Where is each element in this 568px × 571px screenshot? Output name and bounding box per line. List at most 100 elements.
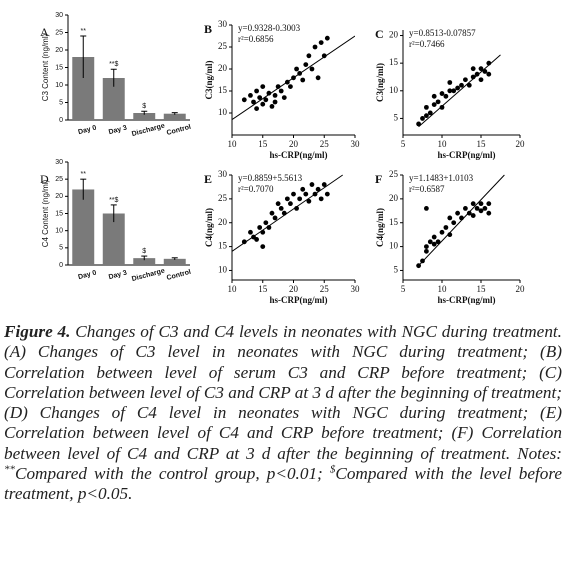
point	[260, 229, 266, 235]
annotation: **	[81, 28, 87, 35]
y-tick-label: 25	[218, 193, 228, 203]
point	[291, 191, 296, 197]
x-tick-label: Day 3	[108, 270, 128, 282]
point	[321, 53, 327, 59]
point	[427, 110, 433, 116]
y-tick-label: 20	[389, 193, 399, 203]
annotation: y=1.1483+1.0103	[409, 173, 474, 183]
x-tick-label: 30	[351, 139, 361, 149]
point	[439, 104, 445, 110]
point	[482, 206, 488, 211]
point	[257, 95, 263, 100]
bar	[72, 189, 95, 265]
x-tick-label: 15	[258, 284, 268, 294]
point	[324, 35, 330, 41]
point	[297, 71, 303, 76]
figure: 0 5 10 15 20 25 30 C3 Content (ng/ml)A ** Day 0 **…	[40, 12, 525, 305]
x-axis-label: hs-CRP(ng/ml)	[438, 295, 496, 305]
y-tick-label: 10	[389, 241, 399, 251]
point	[431, 241, 437, 247]
point	[254, 237, 259, 242]
point	[486, 60, 492, 66]
y-axis-label: C4(ng/ml)	[204, 208, 214, 247]
x-axis-label: hs-CRP(ng/ml)	[270, 295, 328, 305]
bar	[102, 78, 125, 120]
x-tick-label: 20	[289, 284, 299, 294]
point	[455, 85, 460, 91]
point	[416, 121, 421, 127]
y-tick-label: 0	[59, 117, 63, 124]
point	[291, 75, 296, 81]
point	[466, 210, 472, 216]
annotation: r²=0.6587	[409, 184, 445, 194]
point	[284, 196, 290, 202]
y-tick-label: 5	[394, 112, 399, 122]
y-tick-label: 30	[218, 169, 228, 179]
y-axis-label: C3(ng/ml)	[375, 63, 385, 102]
y-tick-label: 20	[218, 217, 228, 227]
x-tick-label: Day 0	[77, 270, 97, 282]
caption-mark: $	[329, 463, 336, 476]
point	[263, 220, 269, 226]
x-tick-label: Control	[166, 124, 192, 137]
point	[269, 104, 275, 109]
y-tick-label: 15	[55, 210, 63, 217]
x-tick-label: 25	[320, 284, 330, 294]
point	[439, 229, 445, 235]
annotation: r²=0.7070	[238, 184, 274, 194]
point	[324, 191, 330, 197]
y-axis-label: C3(ng/ml)	[204, 61, 214, 100]
point	[303, 62, 309, 67]
point	[269, 210, 275, 216]
point	[424, 248, 429, 254]
y-tick-label: 10	[55, 82, 63, 89]
x-tick-label: 10	[438, 139, 448, 149]
point	[278, 88, 284, 94]
caption: Figure 4. Changes of C3 and C4 levels in…	[4, 322, 562, 505]
point	[447, 232, 453, 238]
panel-label: C	[375, 27, 384, 41]
y-tick-label: 0	[59, 262, 63, 269]
point	[297, 196, 303, 202]
trend-line	[232, 174, 343, 252]
x-tick-label: 5	[401, 139, 406, 149]
point	[272, 93, 278, 98]
point	[288, 84, 293, 89]
x-tick-label: Discharge	[131, 268, 166, 284]
point	[482, 69, 488, 74]
y-tick-label: 15	[55, 64, 63, 71]
annotation: **$	[109, 197, 118, 204]
point	[284, 79, 290, 85]
point	[318, 40, 324, 45]
point	[272, 99, 278, 105]
point	[281, 95, 287, 100]
annotation: $	[142, 248, 146, 255]
y-tick-label: 30	[55, 159, 63, 166]
point	[300, 186, 306, 192]
point	[463, 206, 468, 211]
caption-text: Compared with the control group, p<0.01;	[15, 464, 330, 484]
point	[486, 71, 492, 77]
y-axis-label: C4(ng/ml)	[375, 208, 385, 247]
panel-label: B	[204, 22, 212, 36]
point	[281, 210, 287, 216]
y-tick-label: 10	[218, 107, 228, 117]
point	[260, 244, 266, 249]
x-tick-label: Day 0	[77, 125, 97, 137]
point	[300, 77, 306, 83]
point	[443, 93, 449, 99]
point	[318, 196, 324, 202]
y-tick-label: 20	[55, 47, 63, 54]
bar	[163, 113, 186, 120]
point	[431, 234, 437, 240]
y-tick-label: 10	[389, 85, 399, 95]
x-tick-label: 10	[228, 284, 238, 294]
point	[486, 210, 492, 216]
point	[315, 75, 321, 81]
annotation: **$	[109, 61, 118, 68]
point	[463, 77, 468, 83]
panel-label: F	[375, 172, 382, 186]
point	[278, 206, 284, 211]
point	[451, 220, 457, 226]
point	[306, 53, 312, 59]
